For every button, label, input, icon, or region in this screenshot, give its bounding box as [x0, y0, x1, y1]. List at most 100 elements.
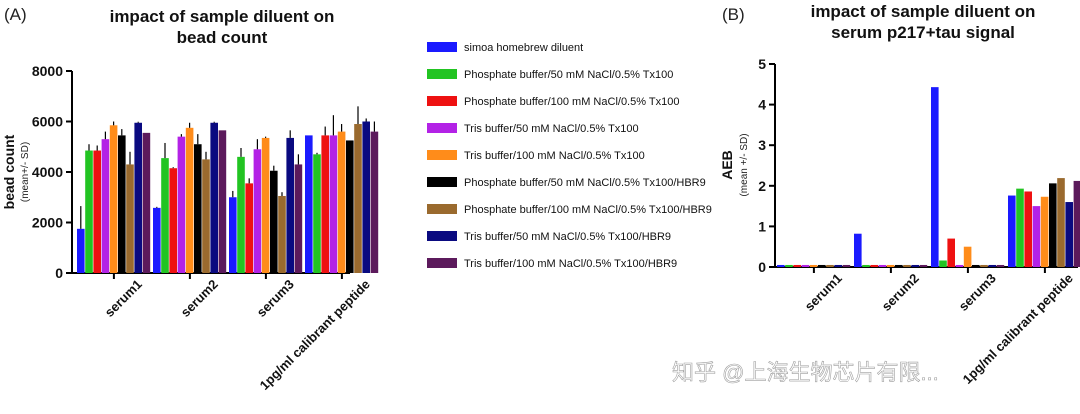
- panel-b-label: (B): [722, 5, 745, 24]
- panel-b-bar: [919, 264, 928, 267]
- panel-a-bar: [286, 137, 294, 273]
- panel-b-bar: [1032, 206, 1041, 267]
- panel-b-title-line1: impact of sample diluent on: [811, 2, 1036, 21]
- panel-b-bar: [911, 264, 919, 267]
- panel-a-ytick-label: 2000: [32, 215, 63, 231]
- panel-b-bar: [777, 264, 785, 267]
- panel-b-ytick-label: 4: [758, 97, 766, 113]
- legend-entry-label: Phosphate buffer/100 mM NaCl/0.5% Tx100: [464, 96, 679, 108]
- panel-a-bar: [210, 122, 218, 273]
- panel-a-bar: [101, 139, 110, 273]
- legend-swatch: [427, 69, 457, 79]
- panel-a-bar: [202, 159, 210, 273]
- legend-swatch: [427, 150, 457, 160]
- panel-a-bar: [370, 131, 379, 273]
- panel-a-ytick-label: 4000: [32, 164, 63, 180]
- legend: simoa homebrew diluent Phosphate buffer/5…: [427, 42, 712, 270]
- panel-b-bar: [988, 264, 996, 267]
- panel-b-bar: [1016, 188, 1024, 267]
- panel-b-category-label: serum3: [956, 271, 999, 314]
- panel-b-bar: [963, 246, 972, 267]
- panel-a-bar: [313, 154, 321, 273]
- panel-b-bar: [895, 264, 903, 267]
- panel-b-ylabel: AEB: [719, 150, 735, 180]
- legend-entry-label: Phosphate buffer/100 mM NaCl/0.5% Tx100/…: [464, 204, 712, 216]
- panel-b-bar: [870, 264, 878, 267]
- panel-b-bar: [1008, 195, 1016, 267]
- panel-a-bar: [169, 168, 177, 273]
- panel-a-bar: [321, 135, 329, 273]
- legend-swatch: [427, 177, 457, 187]
- panel-a-bar: [354, 124, 362, 274]
- panel-a-bar: [77, 228, 85, 273]
- panel-b-bar: [801, 264, 810, 267]
- panel-a-category-label: serum2: [178, 277, 221, 320]
- panel-b-bar: [809, 264, 818, 267]
- legend-swatch: [427, 231, 457, 241]
- panel-a-category-label: serum3: [254, 277, 297, 320]
- panel-b-bar: [842, 264, 851, 267]
- panel-a-bar: [93, 150, 101, 273]
- panel-a-bar: [294, 164, 303, 273]
- panel-b-bar: [931, 87, 939, 267]
- panel-b-bar: [980, 264, 988, 267]
- panel-b-ytick-label: 1: [758, 218, 766, 234]
- panel-b-category-label: serum2: [879, 271, 922, 314]
- legend-swatch: [427, 42, 457, 52]
- panel-a-bar: [261, 137, 270, 273]
- legend-swatch: [427, 258, 457, 268]
- panel-a-bar: [253, 149, 262, 273]
- panel-a-ytick-label: 8000: [32, 63, 63, 79]
- panel-a-label: (A): [4, 5, 27, 24]
- panel-a-ylabel: bead count: [1, 134, 17, 209]
- panel-a-bar: [118, 135, 126, 273]
- panel-b-bar: [1073, 180, 1080, 267]
- panel-a-ytick-label: 6000: [32, 114, 63, 130]
- panel-b-category-label: serum1: [802, 271, 845, 314]
- legend-entry-label: Tris buffer/50 mM NaCl/0.5% Tx100: [464, 123, 639, 135]
- panel-b-ytick-label: 5: [758, 56, 766, 72]
- panel-a-bar: [245, 183, 253, 273]
- panel-b-bar: [878, 264, 887, 267]
- panel-a-bar: [237, 156, 245, 273]
- panel-b-bar: [1049, 183, 1057, 267]
- panel-a-bar: [278, 195, 286, 273]
- panel-a-bar: [85, 150, 93, 273]
- legend-entry-label: Phosphate buffer/50 mM NaCl/0.5% Tx100: [464, 69, 673, 81]
- panel-b-bar: [955, 264, 964, 267]
- legend-swatch: [427, 204, 457, 214]
- panel-b-ytick-label: 2: [758, 178, 766, 194]
- watermark: 知乎 @上海生物芯片有限...: [672, 360, 939, 385]
- panel-a-bar: [218, 130, 227, 273]
- panel-a-bar: [161, 158, 169, 273]
- panel-b-title-line2: serum p217+tau signal: [831, 23, 1015, 42]
- panel-a-title-line1: impact of sample diluent on: [110, 7, 335, 26]
- legend-swatch: [427, 123, 457, 133]
- panel-b-bar: [1040, 196, 1049, 267]
- panel-a-bar: [109, 125, 118, 273]
- legend-entry-label: Tris buffer/100 mM NaCl/0.5% Tx100: [464, 150, 645, 162]
- panel-b-bar: [785, 264, 793, 267]
- panel-b-bar: [793, 264, 801, 267]
- panel-b-bar: [834, 264, 842, 267]
- panel-b-bar: [1057, 178, 1065, 267]
- panel-b-bar: [826, 264, 834, 267]
- legend-entry-label: simoa homebrew diluent: [464, 42, 583, 54]
- panel-a-bar: [177, 136, 186, 273]
- panel-a-bar: [185, 127, 194, 273]
- panel-a-bar: [134, 122, 142, 273]
- panel-a-bar: [346, 140, 354, 273]
- panel-a-bar: [305, 135, 313, 273]
- panel-a-ytick-label: 0: [55, 265, 63, 281]
- panel-a-title-line2: bead count: [177, 28, 268, 47]
- legend-entry-label: Tris buffer/50 mM NaCl/0.5% Tx100/HBR9: [464, 231, 671, 243]
- panel-b-bar: [939, 260, 947, 267]
- panel-b-bar: [862, 264, 870, 267]
- legend-entry-label: Tris buffer/100 mM NaCl/0.5% Tx100/HBR9: [464, 258, 677, 270]
- panel-a-category-label: serum1: [102, 277, 145, 320]
- panel-b-bar: [972, 264, 980, 267]
- legend-entry-label: Phosphate buffer/50 mM NaCl/0.5% Tx100/H…: [464, 177, 706, 189]
